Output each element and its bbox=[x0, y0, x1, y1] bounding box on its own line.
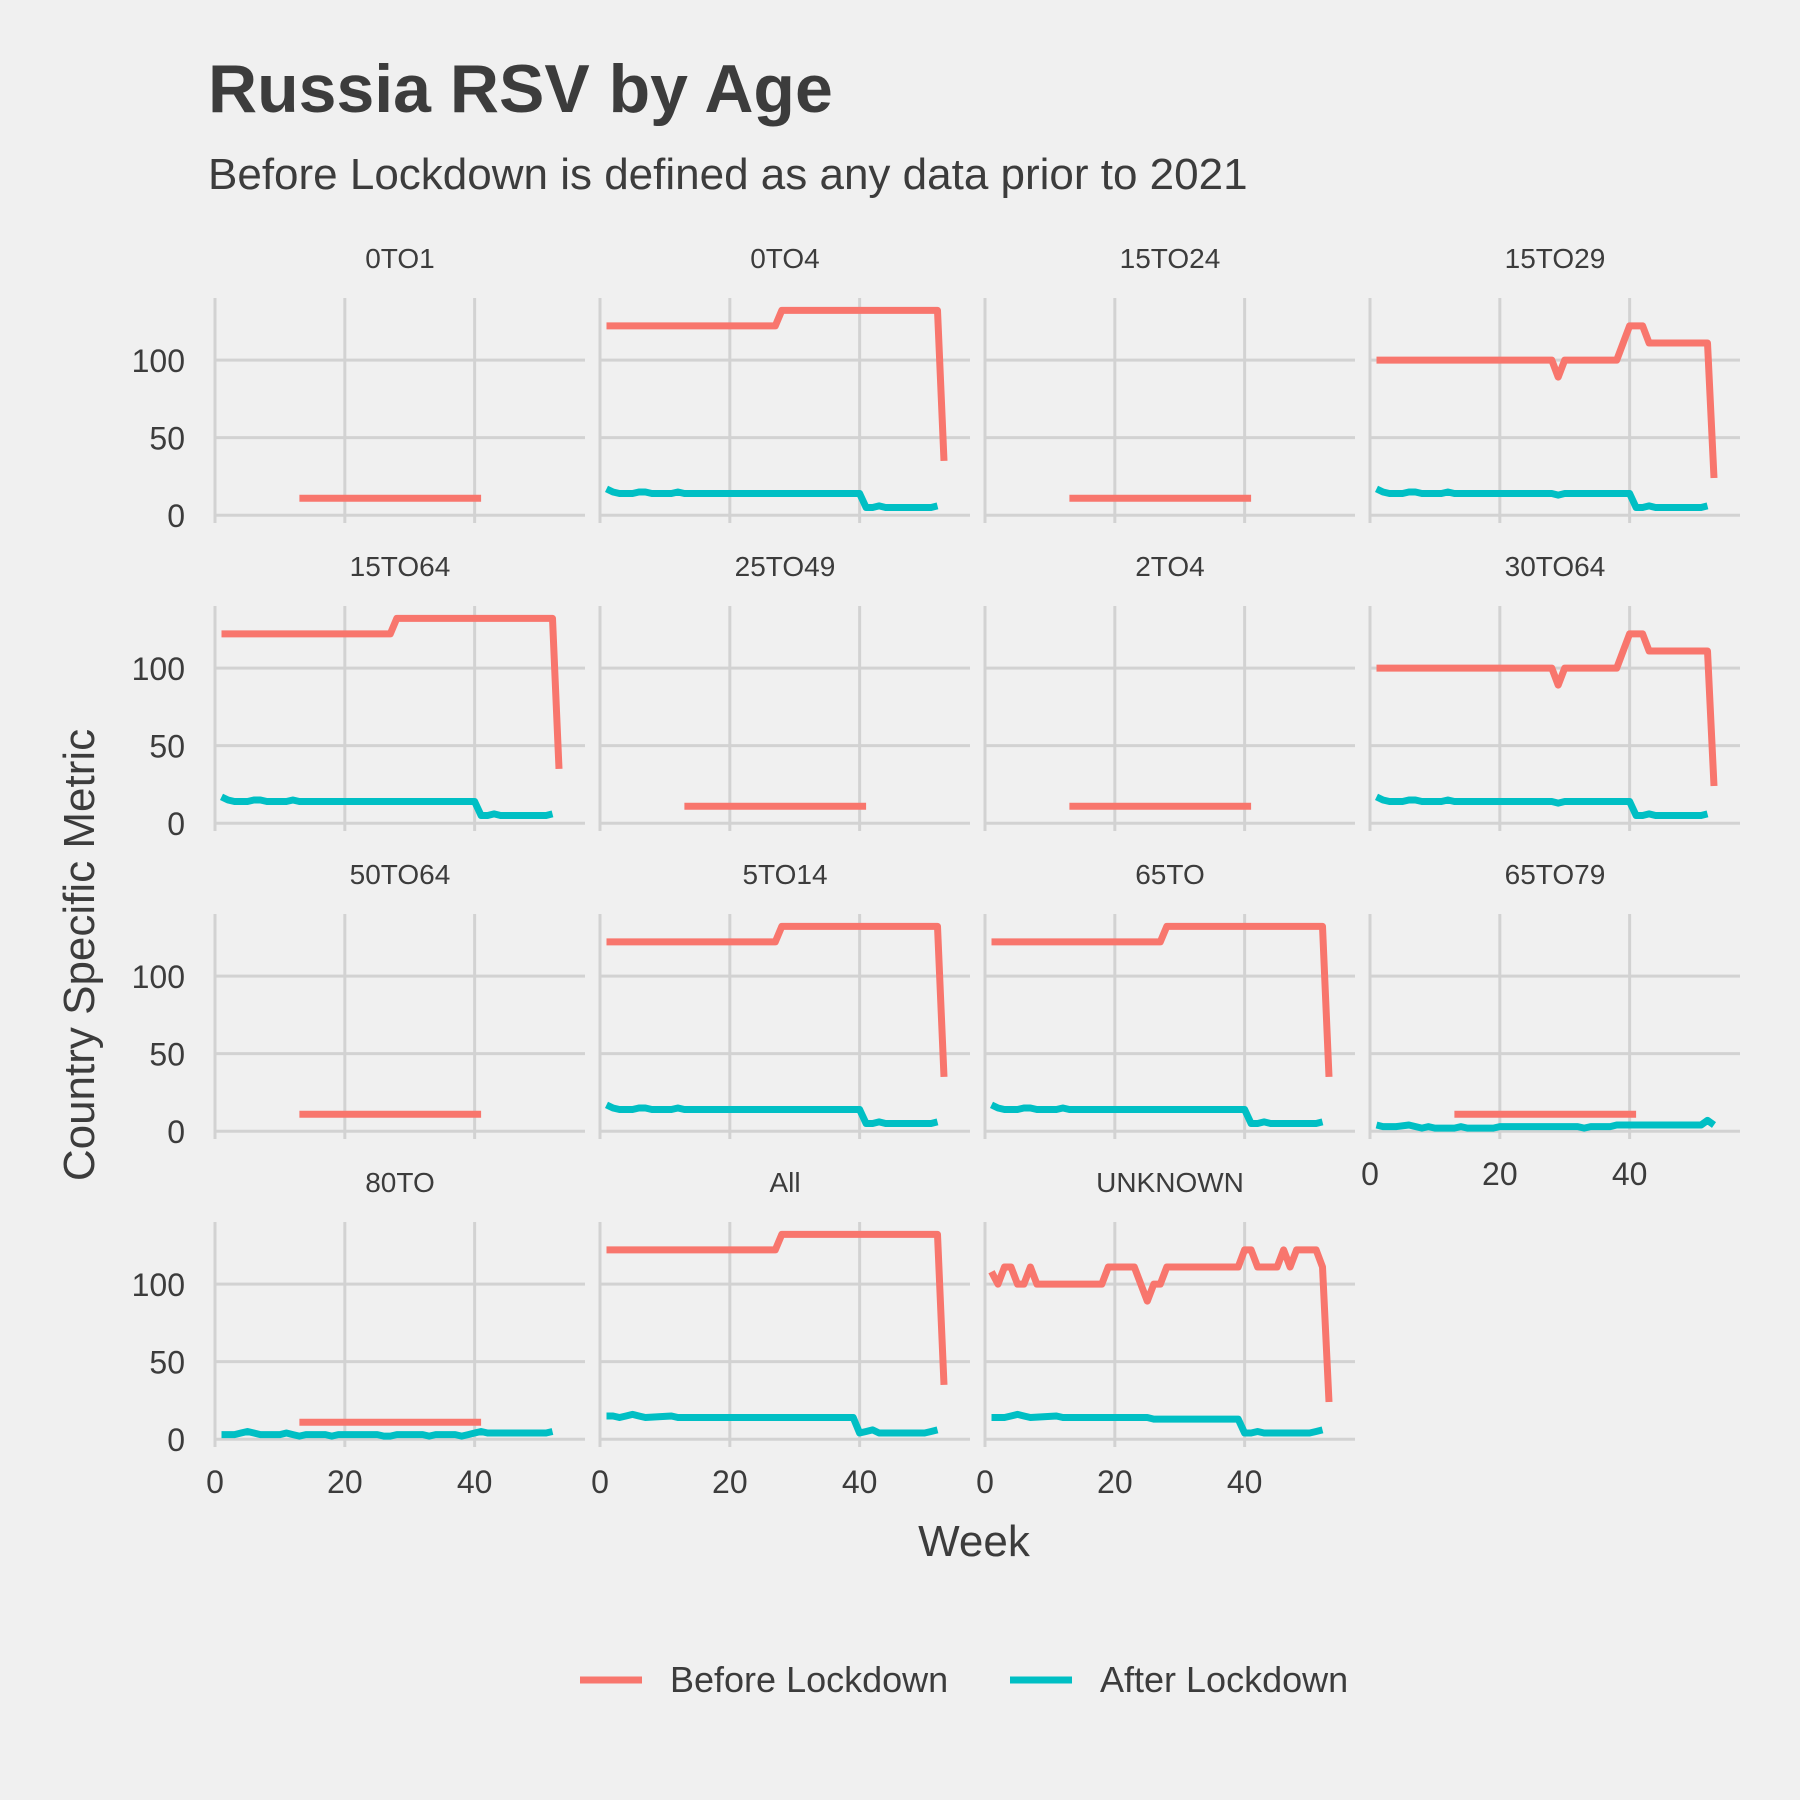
y-tick-label: 50 bbox=[149, 729, 185, 765]
x-tick-label: 20 bbox=[1482, 1156, 1518, 1192]
y-tick-label: 100 bbox=[132, 343, 185, 379]
series-line-after-lockdown bbox=[606, 1410, 939, 1437]
x-tick-label: 20 bbox=[712, 1464, 748, 1500]
facet-panel: 2TO4 bbox=[983, 551, 1355, 831]
y-tick-label: 0 bbox=[167, 1114, 185, 1150]
x-tick-label: 40 bbox=[842, 1464, 878, 1500]
x-tick-label: 0 bbox=[591, 1464, 609, 1500]
series-line-before-lockdown bbox=[988, 1246, 1333, 1403]
x-tick-label: 40 bbox=[1227, 1464, 1263, 1500]
facet-label: 15TO24 bbox=[1120, 243, 1221, 274]
facet-panel: 0TO4 bbox=[598, 243, 970, 523]
facet-label: 65TO79 bbox=[1505, 859, 1606, 890]
series-line-after-lockdown bbox=[989, 1101, 1324, 1127]
x-tick-label: 20 bbox=[327, 1464, 363, 1500]
facet-label: 5TO14 bbox=[742, 859, 827, 890]
facet-panel: 30TO64 bbox=[1368, 551, 1740, 831]
legend-label: After Lockdown bbox=[1100, 1659, 1348, 1700]
y-axis-label: Country Specific Metric bbox=[55, 729, 104, 1181]
series-line-after-lockdown bbox=[219, 793, 554, 819]
x-tick-label: 40 bbox=[457, 1464, 493, 1500]
y-tick-label: 0 bbox=[167, 498, 185, 534]
facet-label: 2TO4 bbox=[1135, 551, 1205, 582]
legend: Before Lockdown After Lockdown bbox=[580, 1659, 1348, 1700]
facet-label: 0TO1 bbox=[365, 243, 435, 274]
series-line-before-lockdown bbox=[991, 922, 1333, 1078]
y-tick-label: 0 bbox=[167, 806, 185, 842]
facet-panel: 50TO64 0 50 100 bbox=[132, 859, 585, 1150]
facet-panel: 0TO1 0 50 100 bbox=[132, 243, 585, 534]
x-tick-label: 0 bbox=[976, 1464, 994, 1500]
series-line-before-lockdown bbox=[606, 1230, 948, 1386]
y-tick-label: 50 bbox=[149, 421, 185, 457]
facet-panel: UNKNOWN 0 20 40 bbox=[976, 1167, 1355, 1500]
x-tick-label: 20 bbox=[1097, 1464, 1133, 1500]
facet-label: 80TO bbox=[365, 1167, 435, 1198]
y-tick-label: 50 bbox=[149, 1345, 185, 1381]
facet-label: 65TO bbox=[1135, 859, 1205, 890]
chart-subtitle: Before Lockdown is defined as any data p… bbox=[208, 150, 1248, 199]
y-tick-label: 0 bbox=[167, 1422, 185, 1458]
y-tick-label: 100 bbox=[132, 651, 185, 687]
chart-title: Russia RSV by Age bbox=[208, 51, 833, 127]
facet-panel: 65TO79 0 20 40 bbox=[1361, 859, 1740, 1192]
facet-panel: 25TO49 bbox=[598, 551, 970, 831]
facet-panel: 65TO bbox=[983, 859, 1355, 1139]
series-line-after-lockdown bbox=[604, 485, 939, 511]
facet-panel: 15TO64 0 50 100 bbox=[132, 551, 585, 842]
series-line-before-lockdown bbox=[1376, 322, 1718, 479]
facet-label: 15TO64 bbox=[350, 551, 451, 582]
series-line-after-lockdown bbox=[1374, 485, 1709, 511]
facet-panel: All 0 20 40 bbox=[591, 1167, 970, 1500]
series-line-before-lockdown bbox=[606, 922, 948, 1078]
facet-label: 15TO29 bbox=[1505, 243, 1606, 274]
x-tick-label: 0 bbox=[1361, 1156, 1379, 1192]
series-line-before-lockdown bbox=[221, 614, 563, 770]
series-line-after-lockdown bbox=[604, 1101, 939, 1127]
facet-label: 25TO49 bbox=[735, 551, 836, 582]
y-tick-label: 50 bbox=[149, 1037, 185, 1073]
x-tick-label: 0 bbox=[206, 1464, 224, 1500]
series-line-before-lockdown bbox=[1376, 630, 1718, 787]
facet-label: All bbox=[769, 1167, 800, 1198]
x-axis-label: Week bbox=[918, 1517, 1031, 1566]
y-tick-label: 100 bbox=[132, 1267, 185, 1303]
facet-label: 30TO64 bbox=[1505, 551, 1606, 582]
series-line-after-lockdown bbox=[991, 1410, 1324, 1437]
series-line-after-lockdown bbox=[1374, 793, 1709, 819]
facet-label: 50TO64 bbox=[350, 859, 451, 890]
facet-panel: 15TO29 bbox=[1368, 243, 1740, 523]
series-line-after-lockdown bbox=[221, 1428, 554, 1440]
facet-label: UNKNOWN bbox=[1096, 1167, 1244, 1198]
series-line-after-lockdown bbox=[1375, 1116, 1717, 1132]
legend-label: Before Lockdown bbox=[670, 1659, 948, 1700]
x-tick-label: 40 bbox=[1612, 1156, 1648, 1192]
facet-label: 0TO4 bbox=[750, 243, 820, 274]
facet-panel: 5TO14 bbox=[598, 859, 970, 1139]
series-line-before-lockdown bbox=[606, 306, 948, 462]
facet-panel: 80TO 0 50 100 0 20 40 bbox=[132, 1167, 585, 1500]
facet-panel: 15TO24 bbox=[983, 243, 1355, 523]
y-tick-label: 100 bbox=[132, 959, 185, 995]
